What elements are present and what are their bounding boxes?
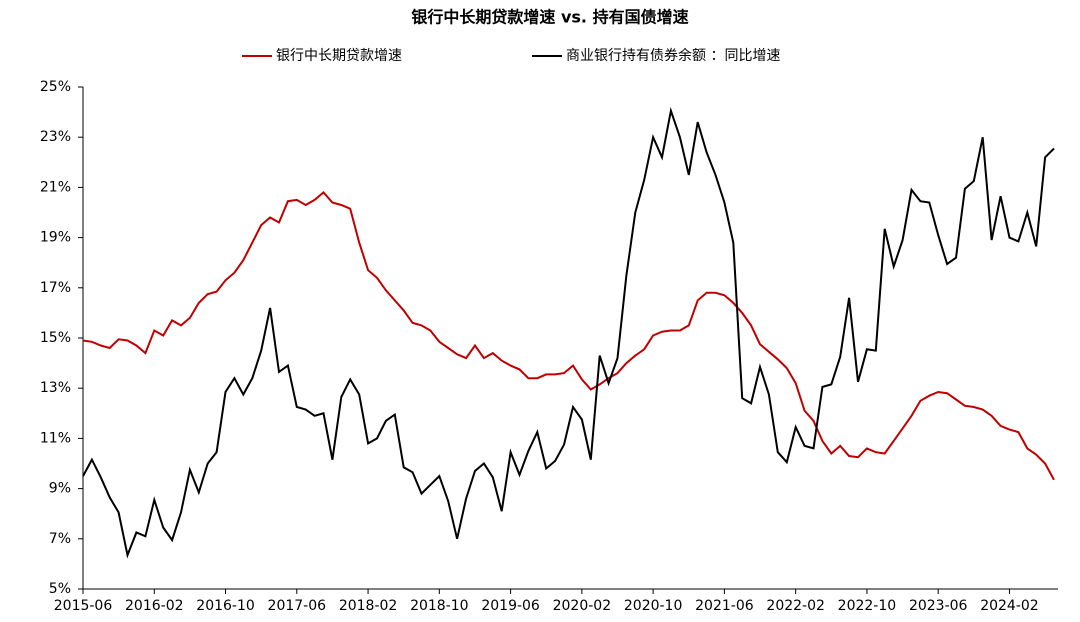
- x-tick-label: 2022-10: [838, 598, 897, 614]
- x-tick-label: 2021-06: [695, 598, 754, 614]
- legend-label: 银行中长期贷款增速: [276, 48, 402, 64]
- x-tick-label: 2018-10: [410, 598, 469, 614]
- y-tick-label: 5%: [49, 581, 71, 597]
- x-tick-label: 2022-02: [766, 598, 825, 614]
- y-tick-label: 11%: [40, 430, 71, 446]
- y-tick-label: 21%: [40, 179, 71, 195]
- x-tick-label: 2017-06: [268, 598, 327, 614]
- y-tick-label: 7%: [49, 531, 71, 547]
- legend-label: 商业银行持有债券余额 ：同比增速: [566, 47, 780, 64]
- series-line: [82, 191, 1055, 481]
- x-tick-label: 2018-02: [339, 598, 398, 614]
- x-tick-label: 2016-10: [196, 598, 255, 614]
- x-tick-label: 2016-02: [125, 598, 184, 614]
- y-tick-label: 13%: [40, 380, 71, 396]
- chart-title: 银行中长期贷款增速 vs. 持有国债增速: [411, 8, 688, 27]
- x-tick-label: 2015-06: [54, 598, 113, 614]
- x-tick-label: 2020-02: [553, 598, 612, 614]
- y-tick-label: 17%: [40, 280, 71, 296]
- x-tick-label: 2023-06: [909, 598, 968, 614]
- x-tick-label: 2020-10: [624, 598, 683, 614]
- series-line: [82, 106, 1055, 559]
- x-tick-label: 2019-06: [481, 598, 540, 614]
- y-tick-label: 19%: [40, 230, 71, 246]
- y-tick-label: 9%: [49, 481, 71, 497]
- y-tick-label: 23%: [40, 129, 71, 145]
- x-tick-label: 2024-02: [980, 598, 1039, 614]
- y-tick-label: 25%: [40, 79, 71, 95]
- y-tick-label: 15%: [40, 330, 71, 346]
